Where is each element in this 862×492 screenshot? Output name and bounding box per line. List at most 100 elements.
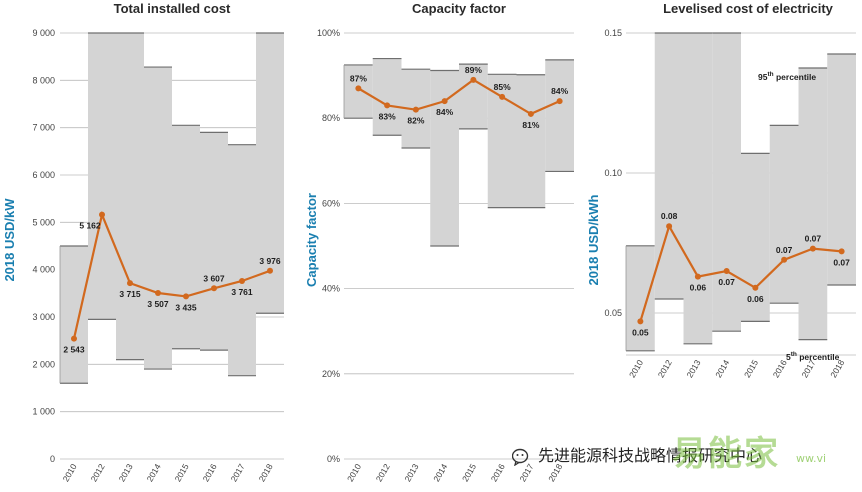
average-point	[183, 293, 189, 300]
data-label: 87%	[350, 73, 367, 83]
x-tick-label: 2014	[431, 462, 449, 484]
range-bar	[827, 54, 856, 285]
data-label: 3 715	[119, 289, 141, 299]
average-line	[72, 211, 271, 339]
range-bar	[256, 33, 284, 314]
range-bar	[172, 125, 200, 349]
watermark-logo: 易能家	[672, 434, 780, 474]
average-point	[838, 248, 845, 255]
x-tick-label: 2010	[345, 462, 363, 484]
x-tick-label: 2012	[89, 462, 107, 484]
x-tick-label: 2015	[173, 462, 191, 484]
x-tick-label: 2017	[229, 462, 247, 484]
average-point	[723, 268, 730, 274]
average-point	[752, 284, 759, 291]
p95-annotation: 95th percentile	[758, 71, 816, 82]
watermark-text: 先进能源科技战略情报研究中心	[512, 442, 762, 466]
y-tick-label: 2 000	[32, 359, 55, 369]
range-bar	[459, 64, 488, 129]
average-point	[666, 223, 673, 230]
x-tick-label: 2014	[145, 462, 163, 484]
p5-annotation: 5th percentile	[786, 351, 840, 362]
data-label: 81%	[522, 120, 539, 130]
range-bar	[344, 64, 373, 119]
average-point	[637, 318, 644, 325]
x-tick-label: 2012	[374, 462, 392, 484]
panel-capacity-factor: Capacity factor Capacity factor 0% 20% 40% 60…	[304, 1, 574, 483]
data-label: 0.05	[632, 327, 649, 337]
y-tick-label: 0%	[327, 454, 340, 464]
y-tick-label: 40%	[322, 284, 340, 294]
y-tick-label: 80%	[322, 113, 340, 123]
y-tick-label: 0.10	[604, 168, 622, 178]
x-tick-label: 2016	[489, 462, 507, 484]
x-tick-label: 2014	[713, 358, 731, 380]
data-label: 85%	[494, 82, 511, 92]
data-label: 3 607	[203, 273, 225, 283]
average-point	[527, 110, 534, 117]
y-tick-label: 9 000	[32, 28, 55, 38]
data-label: 5 162	[79, 221, 101, 231]
range-bar	[545, 59, 574, 172]
y-tick-label: 0.05	[604, 308, 622, 318]
average-point	[694, 273, 701, 280]
average-point	[239, 277, 245, 284]
average-line	[639, 223, 842, 322]
x-tick-label: 2015	[460, 462, 478, 484]
y-tick-label: 3 000	[32, 312, 55, 322]
x-tick-label: 2010	[627, 358, 645, 380]
data-label: 3 976	[259, 256, 281, 266]
range-bar	[798, 68, 828, 340]
data-label: 0.06	[747, 294, 764, 304]
average-point	[155, 290, 161, 297]
watermark-url: ww.vi	[796, 452, 827, 465]
average-point	[809, 245, 816, 252]
range-bar	[228, 144, 256, 376]
panel-total-installed-cost: Total installed cost 2018 USD/kW 0 1 000 2 0…	[2, 1, 284, 483]
y-axis-label: 2018 USD/kW	[2, 198, 17, 282]
average-point	[99, 211, 105, 218]
data-label: 0.08	[661, 211, 678, 221]
y-tick-label: 20%	[322, 369, 340, 379]
y-tick-label: 5 000	[32, 217, 55, 227]
data-label: 2 543	[63, 345, 85, 355]
data-label: 3 507	[147, 299, 169, 309]
data-label: 0.07	[776, 245, 793, 255]
range-bar	[683, 33, 713, 344]
average-point	[127, 280, 133, 287]
y-tick-label: 0	[50, 454, 55, 464]
x-tick-label: 2013	[117, 462, 135, 484]
data-label: 84%	[551, 86, 568, 96]
average-point	[499, 93, 506, 100]
x-tick-label: 2018	[257, 462, 275, 484]
y-axis-label: 2018 USD/kWh	[586, 194, 601, 285]
average-point	[556, 98, 563, 105]
range-bar	[200, 132, 228, 351]
range-bar	[769, 125, 799, 304]
y-axis-label: Capacity factor	[304, 193, 319, 287]
panel-title: Total installed cost	[114, 1, 231, 16]
range-bar	[516, 74, 546, 208]
average-point	[211, 285, 217, 292]
panel-title: Levelised cost of electricity	[663, 1, 834, 16]
average-point	[412, 106, 419, 113]
panel-title: Capacity factor	[412, 1, 506, 16]
average-point	[470, 76, 477, 83]
range-bar	[712, 33, 741, 332]
x-tick-label: 2016	[201, 462, 219, 484]
average-point	[71, 335, 77, 342]
average-point	[384, 102, 391, 109]
y-tick-label: 7 000	[32, 123, 55, 133]
data-label: 82%	[407, 116, 424, 126]
y-tick-label: 60%	[322, 198, 340, 208]
range-bar	[88, 33, 116, 320]
y-tick-label: 1 000	[32, 407, 55, 417]
y-tick-label: 100%	[317, 28, 340, 38]
average-line	[357, 78, 561, 116]
range-bar	[430, 70, 459, 246]
range-bar	[116, 33, 144, 360]
average-point	[781, 256, 788, 263]
y-tick-label: 6 000	[32, 170, 55, 180]
average-point	[355, 85, 362, 92]
